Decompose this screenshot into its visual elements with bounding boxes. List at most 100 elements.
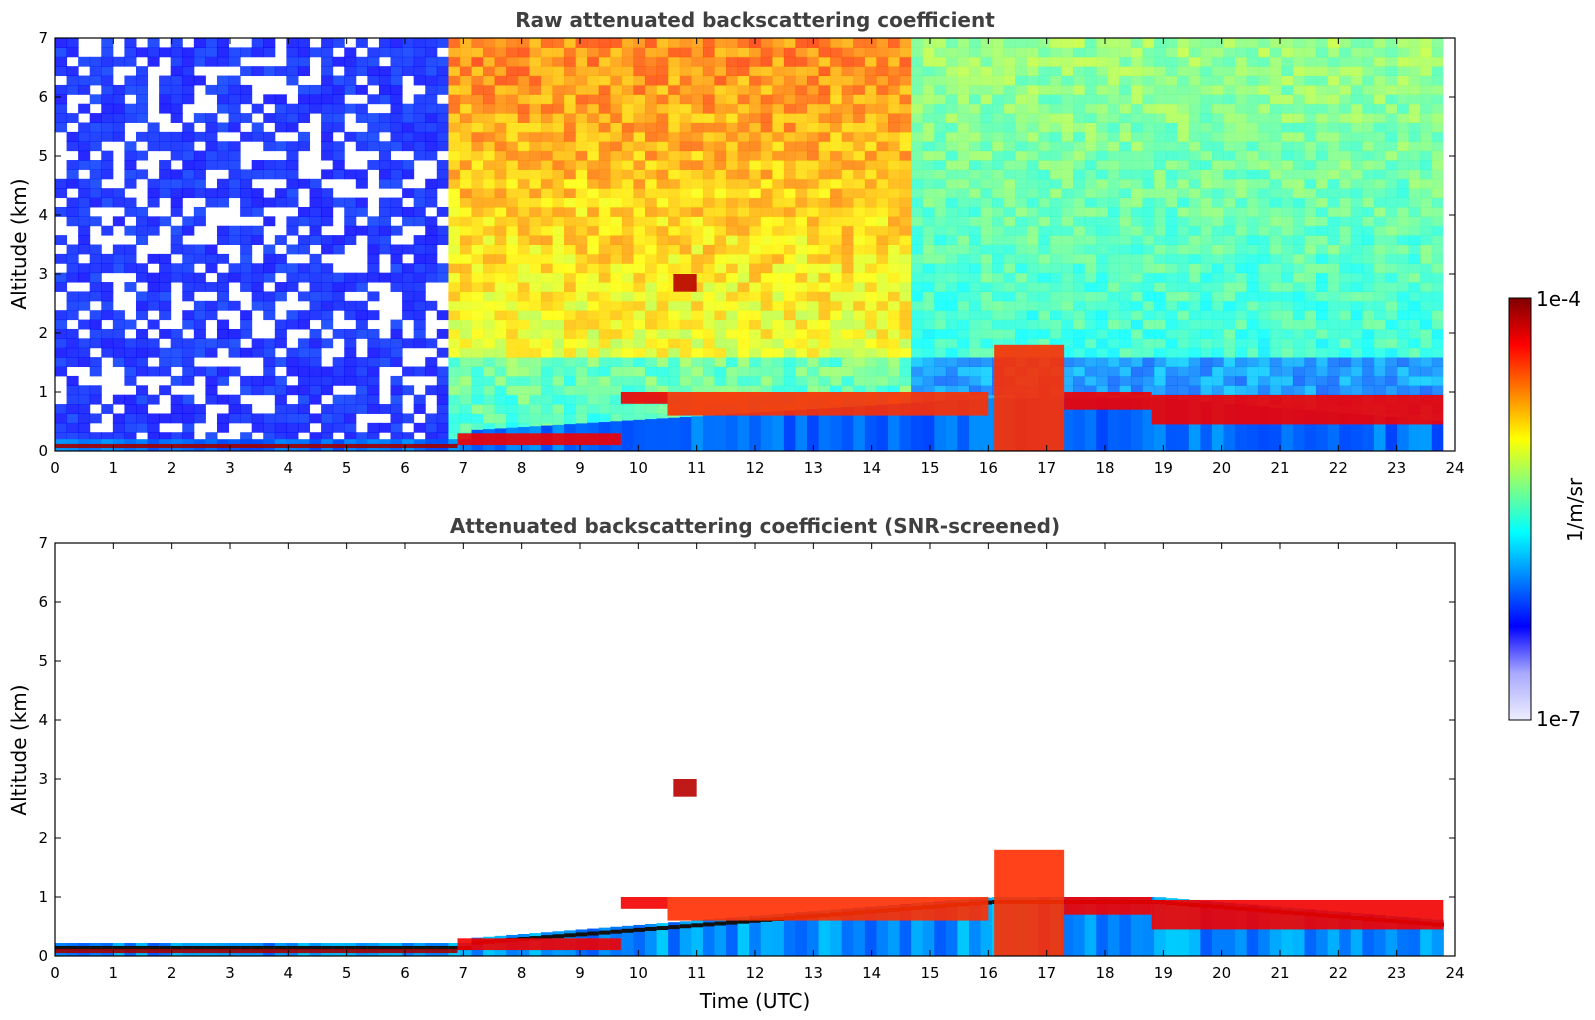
heatmap-cell — [193, 347, 206, 358]
heatmap-cell — [517, 131, 530, 142]
heatmap-cell — [240, 225, 253, 236]
heatmap-cell — [564, 38, 577, 48]
heatmap-cell — [1223, 282, 1236, 292]
heatmap-cell — [1130, 56, 1144, 67]
heatmap-cell — [980, 150, 993, 161]
heatmap-cell — [1038, 319, 1051, 330]
heatmap-cell — [286, 160, 299, 170]
heatmap-cell — [945, 375, 958, 386]
heatmap-cell — [1211, 197, 1225, 208]
heatmap-cell — [263, 94, 276, 105]
heatmap-cell — [101, 263, 114, 274]
heatmap-cell — [1142, 263, 1155, 274]
heatmap-cell — [1373, 263, 1386, 274]
heatmap-cell — [1420, 56, 1433, 67]
heatmap-cell — [633, 216, 646, 227]
heatmap-cell — [205, 150, 218, 161]
heatmap-cell — [1049, 272, 1063, 283]
heatmap-cell — [714, 94, 727, 105]
heatmap-cell — [726, 375, 739, 386]
heatmap-cell — [170, 272, 183, 283]
heatmap-cell — [1385, 84, 1398, 95]
heatmap-cell — [830, 272, 843, 283]
heatmap-cell — [355, 375, 368, 386]
heatmap-cell — [448, 131, 461, 142]
heatmap-cell — [1385, 319, 1398, 330]
heatmap-cell — [182, 413, 195, 424]
heatmap-cell — [1200, 347, 1213, 358]
heatmap-cell — [459, 94, 472, 105]
heatmap-cell — [540, 197, 553, 208]
heatmap-cell — [170, 56, 183, 67]
heatmap-cell — [1165, 38, 1178, 48]
heatmap-cell — [112, 310, 125, 321]
heatmap-cell — [610, 66, 623, 77]
heatmap-cell — [957, 188, 970, 199]
heatmap-cell — [182, 272, 195, 283]
heatmap-cell — [853, 216, 866, 227]
heatmap-cell — [332, 235, 345, 245]
heatmap-cell — [170, 103, 183, 114]
heatmap-cell — [853, 178, 866, 189]
heatmap-cell — [1165, 47, 1178, 58]
heatmap-cell — [1246, 188, 1259, 199]
heatmap-cell — [1304, 47, 1317, 58]
heatmap-cell — [182, 347, 195, 358]
heatmap-cell — [760, 216, 773, 227]
heatmap-cell — [459, 38, 472, 48]
heatmap-cell — [1385, 338, 1398, 349]
heatmap-cell — [205, 263, 218, 274]
heatmap-cell — [483, 113, 496, 123]
heatmap-cell — [1096, 75, 1109, 86]
heatmap-cell — [899, 319, 912, 330]
heatmap-cell — [170, 113, 183, 123]
heatmap-cell — [55, 338, 68, 349]
heatmap-cell — [483, 103, 496, 114]
heatmap-cell — [656, 103, 669, 114]
heatmap-cell — [1281, 84, 1294, 95]
heatmap-cell — [1119, 131, 1132, 142]
x-tick-label: 5 — [342, 459, 352, 477]
heatmap-cell — [1327, 169, 1340, 180]
heatmap-cell — [645, 103, 658, 114]
heatmap-cell — [448, 84, 461, 95]
heatmap-cell — [691, 160, 704, 170]
heatmap-cell — [1246, 131, 1259, 142]
heatmap-cell — [459, 197, 472, 208]
heatmap-cell — [297, 394, 311, 405]
heatmap-cell — [945, 225, 958, 236]
heatmap-cell — [679, 206, 692, 217]
heatmap-cell — [459, 150, 472, 161]
heatmap-cell — [78, 131, 91, 142]
heatmap-cell — [957, 141, 970, 152]
heatmap-cell — [1292, 169, 1305, 180]
heatmap-cell — [564, 413, 577, 424]
heatmap-cell — [945, 253, 958, 264]
heatmap-cell — [656, 347, 669, 358]
heatmap-cell — [1350, 56, 1363, 67]
heatmap-cell — [1339, 94, 1352, 105]
heatmap-cell — [864, 38, 877, 48]
heatmap-cell — [598, 38, 611, 48]
heatmap-cell — [1269, 188, 1282, 199]
heatmap-cell — [367, 394, 380, 405]
heatmap-cell — [1049, 160, 1063, 170]
heatmap-cell — [668, 169, 681, 180]
heatmap-cell — [367, 113, 380, 123]
heatmap-cell — [228, 413, 241, 424]
heatmap-cell — [1350, 131, 1363, 142]
heatmap-cell — [321, 66, 334, 77]
heatmap-cell — [899, 66, 912, 77]
heatmap-cell — [726, 178, 739, 189]
heatmap-cell — [1073, 385, 1086, 396]
heatmap-cell — [1316, 216, 1329, 227]
heatmap-cell — [1431, 47, 1444, 58]
heatmap-cell — [726, 66, 739, 77]
heatmap-cell — [344, 394, 357, 405]
heatmap-cell — [1177, 122, 1190, 133]
heatmap-cell — [564, 282, 577, 292]
heatmap-cell — [182, 263, 195, 274]
heatmap-cell — [471, 197, 484, 208]
heatmap-cell — [1431, 113, 1444, 123]
heatmap-cell — [980, 131, 993, 142]
